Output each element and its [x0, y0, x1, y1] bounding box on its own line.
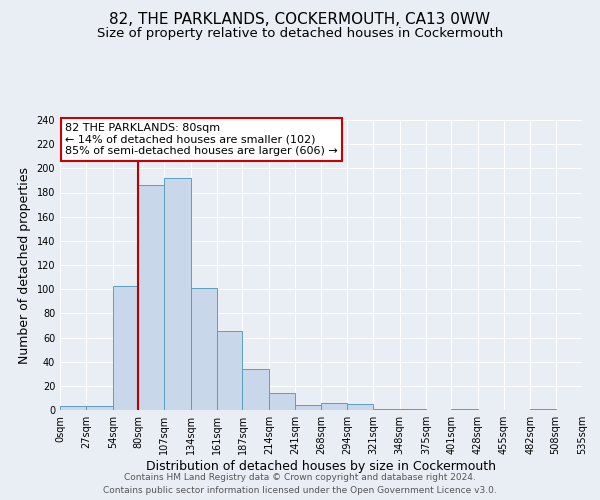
Bar	[347, 404, 373, 410]
Bar	[242, 369, 269, 410]
Text: 82 THE PARKLANDS: 80sqm
← 14% of detached houses are smaller (102)
85% of semi-d: 82 THE PARKLANDS: 80sqm ← 14% of detache…	[65, 123, 338, 156]
Bar	[530, 409, 556, 410]
Bar	[451, 409, 478, 410]
Bar	[60, 406, 86, 410]
Y-axis label: Number of detached properties: Number of detached properties	[18, 166, 31, 364]
Bar	[164, 178, 191, 410]
Text: 82, THE PARKLANDS, COCKERMOUTH, CA13 0WW: 82, THE PARKLANDS, COCKERMOUTH, CA13 0WW	[109, 12, 491, 28]
Text: Contains HM Land Registry data © Crown copyright and database right 2024.
Contai: Contains HM Land Registry data © Crown c…	[103, 474, 497, 495]
Bar	[269, 393, 295, 410]
Text: Size of property relative to detached houses in Cockermouth: Size of property relative to detached ho…	[97, 28, 503, 40]
Bar	[86, 406, 113, 410]
Bar	[295, 405, 322, 410]
Bar	[113, 286, 138, 410]
Bar	[191, 288, 217, 410]
Bar	[373, 409, 400, 410]
X-axis label: Distribution of detached houses by size in Cockermouth: Distribution of detached houses by size …	[146, 460, 496, 473]
Bar	[322, 403, 347, 410]
Bar	[400, 409, 426, 410]
Bar	[138, 185, 164, 410]
Bar	[217, 332, 242, 410]
